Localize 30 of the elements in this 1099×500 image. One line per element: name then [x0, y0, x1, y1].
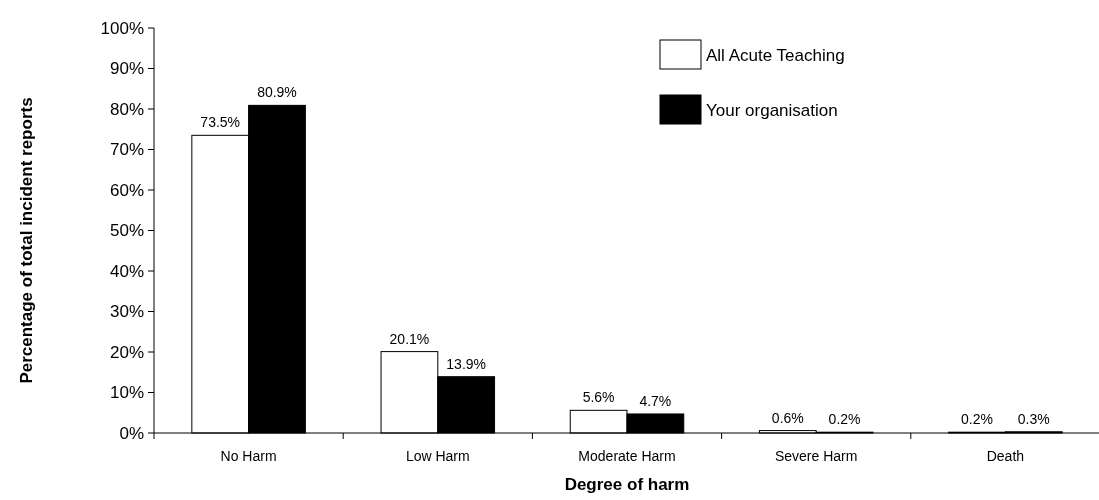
y-tick-label: 60% — [109, 180, 144, 200]
legend-label: Your organisation — [706, 100, 838, 120]
y-tick-label: 0% — [119, 423, 144, 443]
x-tick-label: Low Harm — [405, 448, 470, 464]
y-tick-label: 100% — [100, 18, 144, 38]
x-tick-label: Death — [986, 448, 1025, 464]
data-label: 0.3% — [1017, 410, 1050, 427]
x-tick-label: Moderate Harm — [578, 448, 676, 464]
y-tick-label: 30% — [109, 302, 144, 322]
y-tick-label: 40% — [109, 261, 144, 281]
y-axis-title: Percentage of total incident reports — [17, 97, 36, 384]
x-axis-title: Degree of harm — [564, 475, 690, 494]
y-tick-label: 70% — [109, 140, 144, 160]
x-tick-label: No Harm — [220, 448, 277, 464]
data-label: 4.7% — [639, 392, 672, 409]
y-tick-label: 90% — [109, 59, 144, 79]
y-tick-label: 80% — [109, 99, 144, 119]
data-label: 13.9% — [446, 355, 487, 372]
data-label: 5.6% — [582, 389, 615, 406]
data-label: 80.9% — [257, 84, 297, 101]
data-label: 73.5% — [200, 114, 241, 131]
x-tick-label: Severe Harm — [774, 448, 858, 464]
data-label: 0.6% — [771, 409, 804, 426]
legend-label: All Acute Teaching — [706, 45, 845, 65]
data-label: 0.2% — [961, 411, 993, 428]
y-tick-label: 50% — [109, 221, 144, 241]
y-tick-label: 10% — [109, 383, 144, 403]
data-label: 0.2% — [828, 411, 861, 428]
y-tick-label: 20% — [109, 342, 144, 362]
data-label: 20.1% — [389, 330, 430, 347]
